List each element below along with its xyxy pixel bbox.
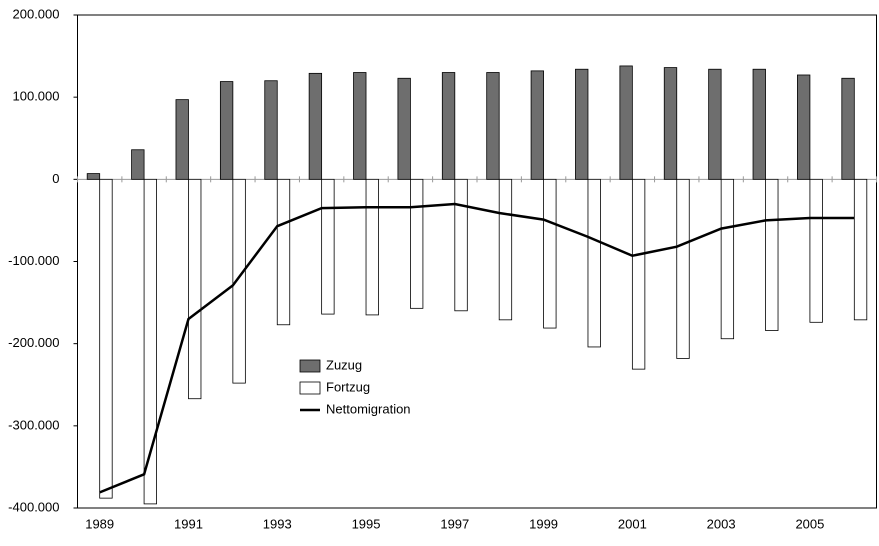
bar [530,70,544,180]
bar [853,178,868,321]
bar [276,178,291,326]
bar [454,178,468,312]
bar [353,72,367,180]
bar [841,77,855,180]
bar [365,178,379,316]
bar [663,67,678,180]
y-tick-label: -400.000 [8,499,59,514]
x-tick-label: 2003 [707,516,736,531]
y-tick-label: 100.000 [13,89,60,104]
x-tick-label: 2005 [795,516,824,531]
bar [321,178,335,315]
x-tick-label: 1995 [352,516,381,531]
bar [765,178,779,331]
legend-swatch [299,381,321,395]
bar [676,178,690,359]
y-tick-label: 0 [52,171,59,186]
bar [543,178,557,329]
bar [264,80,278,180]
bar [219,81,234,180]
y-tick-label: -300.000 [8,417,59,432]
bar [708,68,722,180]
x-tick-label: 1989 [85,516,114,531]
y-tick-label: -200.000 [8,335,59,350]
bar [631,178,646,370]
bar [308,72,323,180]
bar [619,65,633,180]
bar [720,178,735,340]
bar [809,178,823,323]
bar [143,178,157,505]
bar [797,74,811,180]
legend-label: Zuzug [326,357,362,372]
legend-label: Nettomigration [326,401,411,416]
bar [575,68,589,180]
x-tick-label: 1993 [263,516,292,531]
bar [232,178,246,384]
bar [587,178,601,348]
line [99,202,855,494]
x-tick-label: 2001 [618,516,647,531]
y-tick-label: 200.000 [13,6,60,21]
bar [752,68,766,180]
x-tick-label: 1991 [174,516,203,531]
legend-swatch [299,359,321,373]
bar [99,178,113,499]
bar [410,178,424,309]
bar [86,173,101,180]
bar [188,178,202,400]
bar [498,178,513,321]
x-tick-label: 1999 [529,516,558,531]
legend-label: Fortzug [326,379,370,394]
y-tick-label: -100.000 [8,253,59,268]
bar [441,72,456,180]
bar [397,77,411,180]
bar [131,149,145,180]
x-tick-label: 1997 [440,516,469,531]
bar [486,72,500,180]
bar [175,99,189,180]
